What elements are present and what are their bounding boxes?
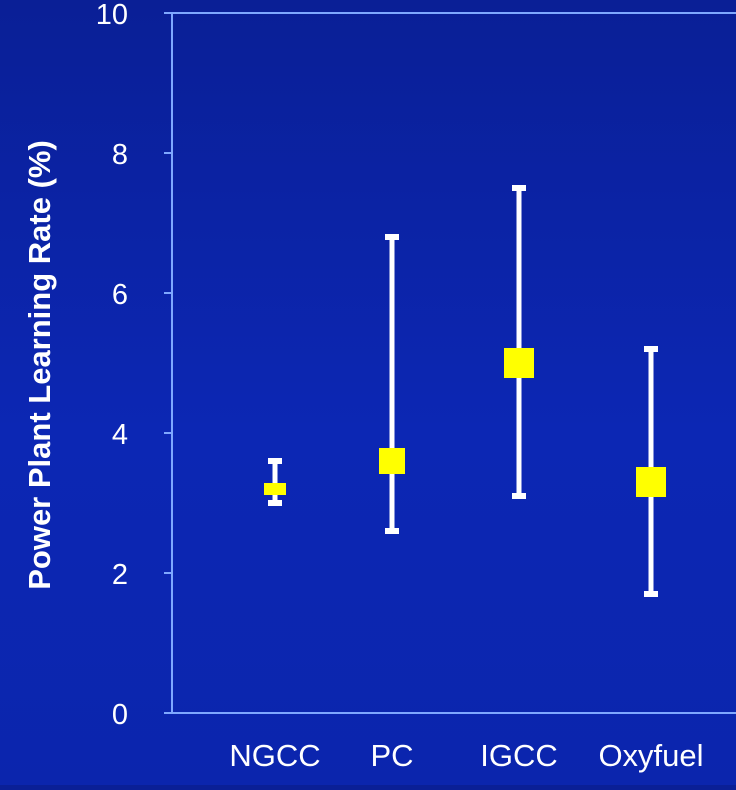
error-bar [385, 234, 399, 534]
x-tick-label: NGCC [229, 738, 320, 773]
y-tick-label: 2 [112, 559, 128, 591]
y-ticks: 0 2 4 6 8 10 [96, 0, 172, 731]
y-axis-label: Power Plant Learning Rate (%) [22, 140, 57, 590]
error-bar [268, 458, 282, 506]
x-tick-label: PC [370, 738, 413, 773]
markers [264, 348, 666, 497]
x-tick-label: Oxyfuel [598, 738, 703, 773]
y-tick-label: 10 [96, 0, 128, 31]
y-tick-label: 0 [112, 699, 128, 731]
y-tick-label: 8 [112, 139, 128, 171]
x-ticks: NGCC PC IGCC Oxyfuel [229, 738, 703, 773]
error-bar [512, 185, 526, 499]
data-point-marker [504, 348, 534, 378]
y-tick-label: 6 [112, 279, 128, 311]
y-tick-label: 4 [112, 419, 128, 451]
x-tick-label: IGCC [480, 738, 558, 773]
data-point-marker [379, 448, 405, 474]
data-point-marker [264, 483, 286, 495]
data-point-marker [636, 467, 666, 497]
error-bars [268, 185, 658, 597]
plot-axes [171, 12, 736, 714]
